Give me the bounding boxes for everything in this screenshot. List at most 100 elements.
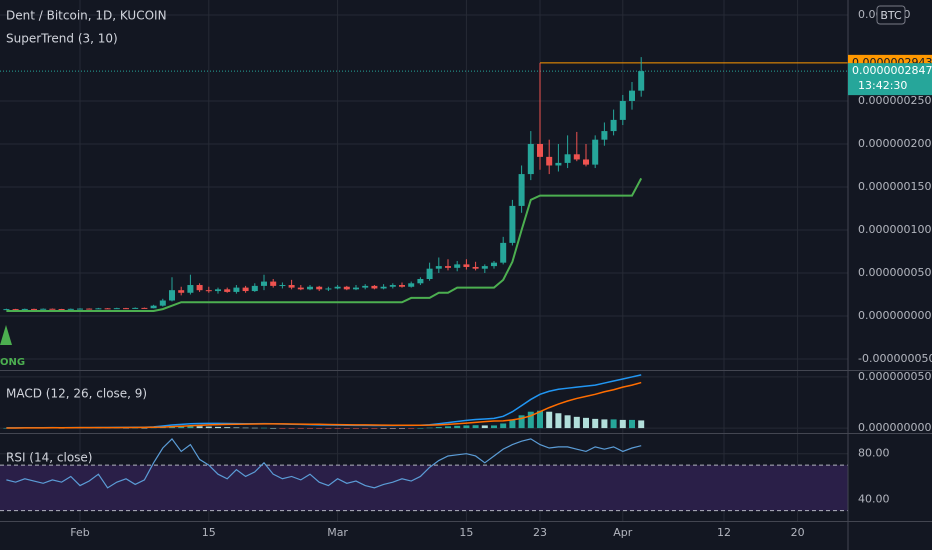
last-price-label: 0.0000002847 xyxy=(852,64,932,77)
candle-body xyxy=(601,131,608,140)
candle-body xyxy=(261,281,267,286)
x-tick-label: Mar xyxy=(327,526,348,539)
candle-body xyxy=(445,266,451,268)
histogram-bar xyxy=(288,428,295,429)
candle-body xyxy=(426,268,433,280)
candle-body xyxy=(353,287,359,290)
candle-body xyxy=(435,266,442,269)
macd-line xyxy=(6,381,642,429)
histogram-bar xyxy=(224,427,231,429)
histogram-bar xyxy=(592,418,599,429)
candle-body xyxy=(481,266,488,269)
candle-body xyxy=(205,290,212,292)
candle-body xyxy=(141,307,148,309)
histogram-bar xyxy=(307,428,313,429)
candle-body xyxy=(270,281,277,286)
histogram-bar xyxy=(573,416,580,429)
histogram-bar xyxy=(380,428,387,429)
histogram-bar xyxy=(187,426,194,429)
histogram-bar xyxy=(233,427,240,429)
x-tick-label: 12 xyxy=(717,526,731,539)
candle-body xyxy=(67,308,74,310)
candle-body xyxy=(417,279,424,284)
y-tick-label: 80.00 xyxy=(858,447,890,460)
candle-body xyxy=(49,308,56,310)
candle-body xyxy=(343,286,350,290)
candle-body xyxy=(251,285,258,292)
candle-body xyxy=(389,285,396,287)
rsi-band xyxy=(0,465,848,511)
candle-body xyxy=(325,288,332,290)
candle-body xyxy=(592,139,599,165)
histogram-bar xyxy=(629,419,635,429)
countdown-label: 13:42:30 xyxy=(858,79,907,92)
candle-body xyxy=(224,289,231,292)
rsi-line xyxy=(6,437,642,489)
x-tick-label: 20 xyxy=(791,526,805,539)
histogram-bar xyxy=(389,428,396,429)
candle-body xyxy=(491,262,497,267)
histogram-bar xyxy=(371,428,378,429)
candle-body xyxy=(546,156,553,166)
y-tick-label: -0.0000000500 xyxy=(858,352,932,365)
histogram-bar xyxy=(408,428,415,429)
candle-body xyxy=(555,162,562,166)
histogram-bar xyxy=(343,428,350,429)
histogram-bar xyxy=(196,426,203,429)
candle-body xyxy=(196,285,203,291)
mark-layer xyxy=(0,57,848,512)
histogram-bar xyxy=(3,427,10,429)
label-layer: Feb 15 Mar 15 23 Apr 12 20 -0.0000000500 0.000000… xyxy=(70,5,932,539)
candle-body xyxy=(463,264,470,267)
y-tick-label: 0.0000002000 xyxy=(858,137,932,150)
histogram-bar xyxy=(251,427,258,429)
histogram-bar xyxy=(261,427,267,429)
x-tick-label: 15 xyxy=(202,526,216,539)
y-tick-label: 0.0000001500 xyxy=(858,180,932,193)
y-tick-label: 0.0000002500 xyxy=(858,94,932,107)
candle-body xyxy=(233,287,240,292)
histogram-bar xyxy=(509,419,516,429)
histogram-bar xyxy=(564,415,571,429)
histogram-bar xyxy=(178,426,185,429)
candle-body xyxy=(573,154,580,160)
candle-body xyxy=(362,285,369,288)
histogram-bar xyxy=(353,428,359,429)
candle-body xyxy=(21,308,28,310)
candle-body xyxy=(509,205,516,243)
candle-body xyxy=(113,308,120,310)
candle-body xyxy=(500,242,507,263)
candle-body xyxy=(95,308,102,310)
histogram-bar xyxy=(601,419,608,429)
candle-body xyxy=(279,285,286,287)
candle-body xyxy=(31,308,37,310)
y-tick-label: 40.00 xyxy=(858,492,890,505)
histogram-bar xyxy=(362,428,369,429)
candle-body xyxy=(399,285,405,287)
candle-body xyxy=(537,143,543,157)
candle-body xyxy=(564,154,571,163)
histogram-bar xyxy=(435,427,442,429)
chart-title: Dent / Bitcoin, 1D, KUCOIN xyxy=(6,9,167,23)
histogram-bar xyxy=(215,426,221,429)
candle-body xyxy=(297,287,304,290)
histogram-bar xyxy=(638,420,645,429)
histogram-bar xyxy=(334,428,341,429)
candle-body xyxy=(629,90,635,101)
candle-body xyxy=(454,264,461,268)
y-tick-label: 0.0000000500 xyxy=(858,266,932,279)
candle-body xyxy=(518,174,525,206)
histogram-bar xyxy=(518,415,525,429)
candle-body xyxy=(77,308,83,310)
candle-body xyxy=(169,290,175,301)
histogram-bar xyxy=(481,425,488,429)
candle-body xyxy=(12,309,19,311)
y-tick-label: 0.0000000000 xyxy=(858,421,932,434)
candle-body xyxy=(380,286,387,289)
histogram-bar xyxy=(491,425,497,429)
x-tick-label: Apr xyxy=(613,526,633,539)
candle-body xyxy=(215,289,221,292)
candle-body xyxy=(408,283,415,287)
candle-body xyxy=(610,119,617,132)
